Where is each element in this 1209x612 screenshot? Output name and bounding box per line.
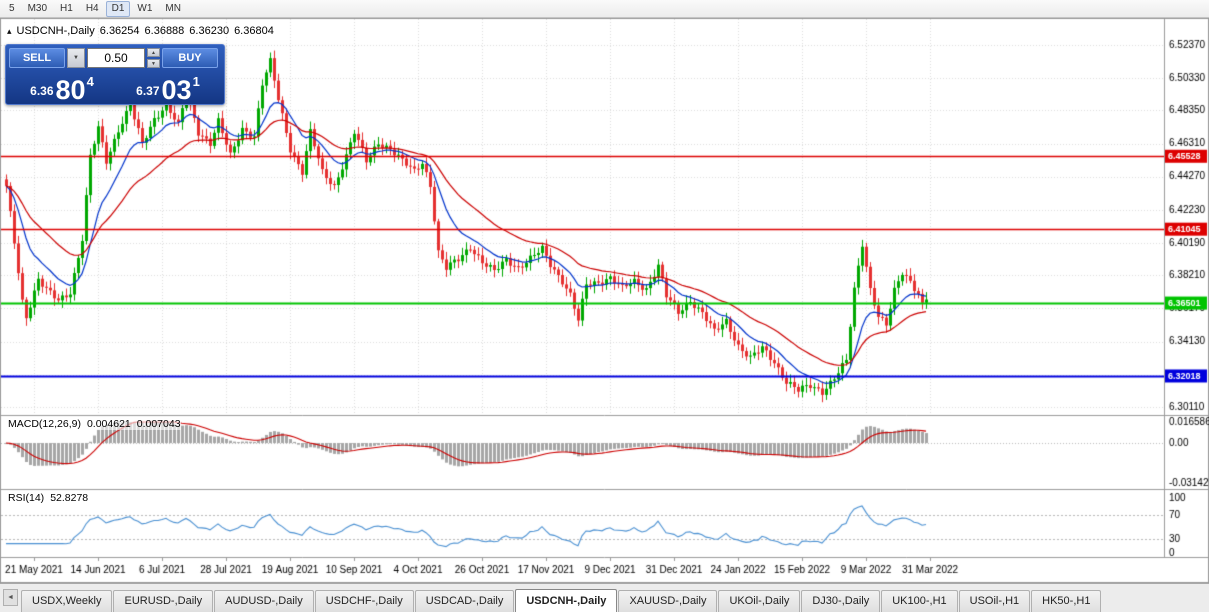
period-button-w1[interactable]: W1 — [137, 2, 153, 14]
rsi-name: RSI(14) — [8, 492, 45, 504]
period-button-5[interactable]: 5 — [9, 2, 15, 14]
lot-spinner: ▲ ▼ — [147, 48, 160, 68]
tabs-scroll-left-button[interactable]: ◄ — [3, 589, 18, 606]
buy-price-small: 6.37 — [136, 84, 160, 98]
chart-tab-usdcnh-daily[interactable]: USDCNH-,Daily — [515, 589, 618, 612]
chart-tab-dj30-daily[interactable]: DJ30-,Daily — [801, 590, 881, 612]
sell-price-big: 80 — [55, 74, 86, 105]
chart-title: ▴ USDCNH-,Daily 6.36254 6.36888 6.36230 … — [7, 25, 274, 37]
sell-price-small: 6.36 — [30, 84, 54, 98]
chart-tab-usdcad-daily[interactable]: USDCAD-,Daily — [414, 590, 515, 612]
lot-preset-dropdown[interactable]: ▼ — [67, 48, 85, 68]
period-button-mn[interactable]: MN — [165, 2, 181, 14]
lot-spin-down-icon[interactable]: ▼ — [147, 59, 160, 68]
period-button-h1[interactable]: H1 — [60, 2, 73, 14]
one-click-trading-panel: SELL ▼ ▲ ▼ BUY 6.36 80 4 6.37 03 1 — [5, 44, 225, 105]
trade-controls-row: SELL ▼ ▲ ▼ BUY — [9, 48, 221, 68]
chart-tabs-bar: ◄ USDX,Weekly EURUSD-,Daily AUDUSD-,Daily U… — [0, 583, 1209, 612]
period-toolbar: 5 M30 H1 H4 D1 W1 MN — [0, 0, 1209, 18]
ohlc-open: 6.36254 — [99, 25, 140, 37]
chart-tab-usdchf-daily[interactable]: USDCHF-,Daily — [314, 590, 414, 612]
chart-tab-uk100-h1[interactable]: UK100-,H1 — [881, 590, 958, 612]
buy-button[interactable]: BUY — [162, 48, 218, 68]
lot-spin-up-icon[interactable]: ▲ — [147, 48, 160, 57]
sell-price-sup: 4 — [86, 74, 94, 89]
ohlc-high: 6.36888 — [144, 25, 185, 37]
sell-button[interactable]: SELL — [9, 48, 65, 68]
macd-indicator-label: MACD(12,26,9) 0.004621 0.007043 — [8, 418, 181, 430]
chart-tab-hk50-h1[interactable]: HK50-,H1 — [1031, 590, 1102, 612]
chart-tab-eurusd-daily[interactable]: EURUSD-,Daily — [113, 590, 214, 612]
period-button-d1[interactable]: D1 — [105, 0, 131, 17]
buy-price-big: 03 — [161, 74, 192, 105]
lot-size-input[interactable] — [87, 48, 145, 68]
price-chart-canvas[interactable] — [0, 18, 1209, 583]
quote-row: 6.36 80 4 6.37 03 1 — [9, 70, 221, 105]
ohlc-low: 6.36230 — [189, 25, 230, 37]
chart-tab-ukoil-daily[interactable]: UKOil-,Daily — [718, 590, 801, 612]
chart-tab-usdx-weekly[interactable]: USDX,Weekly — [21, 590, 113, 612]
chart-tab-usoil-h1[interactable]: USOil-,H1 — [958, 590, 1031, 612]
ohlc-close: 6.36804 — [234, 25, 274, 37]
one-click-toggle-icon[interactable]: ▴ — [7, 25, 12, 36]
chart-window: ▴ USDCNH-,Daily 6.36254 6.36888 6.36230 … — [0, 18, 1209, 583]
period-button-m30[interactable]: M30 — [27, 2, 48, 14]
macd-value-2: 0.007043 — [136, 418, 181, 430]
chart-tab-xauusd-daily[interactable]: XAUUSD-,Daily — [618, 590, 718, 612]
macd-name: MACD(12,26,9) — [8, 418, 81, 430]
tabs-container: USDX,Weekly EURUSD-,Daily AUDUSD-,Daily USD… — [21, 589, 1102, 612]
buy-price-sup: 1 — [192, 74, 200, 89]
symbol-label: USDCNH-,Daily — [16, 25, 95, 37]
buy-quote[interactable]: 6.37 03 1 — [115, 70, 221, 105]
chart-tab-audusd-daily[interactable]: AUDUSD-,Daily — [214, 590, 314, 612]
rsi-value: 52.8278 — [50, 492, 89, 504]
period-button-h4[interactable]: H4 — [85, 2, 99, 14]
sell-quote[interactable]: 6.36 80 4 — [9, 70, 115, 105]
rsi-indicator-label: RSI(14) 52.8278 — [8, 492, 89, 504]
macd-value-1: 0.004621 — [86, 418, 131, 430]
